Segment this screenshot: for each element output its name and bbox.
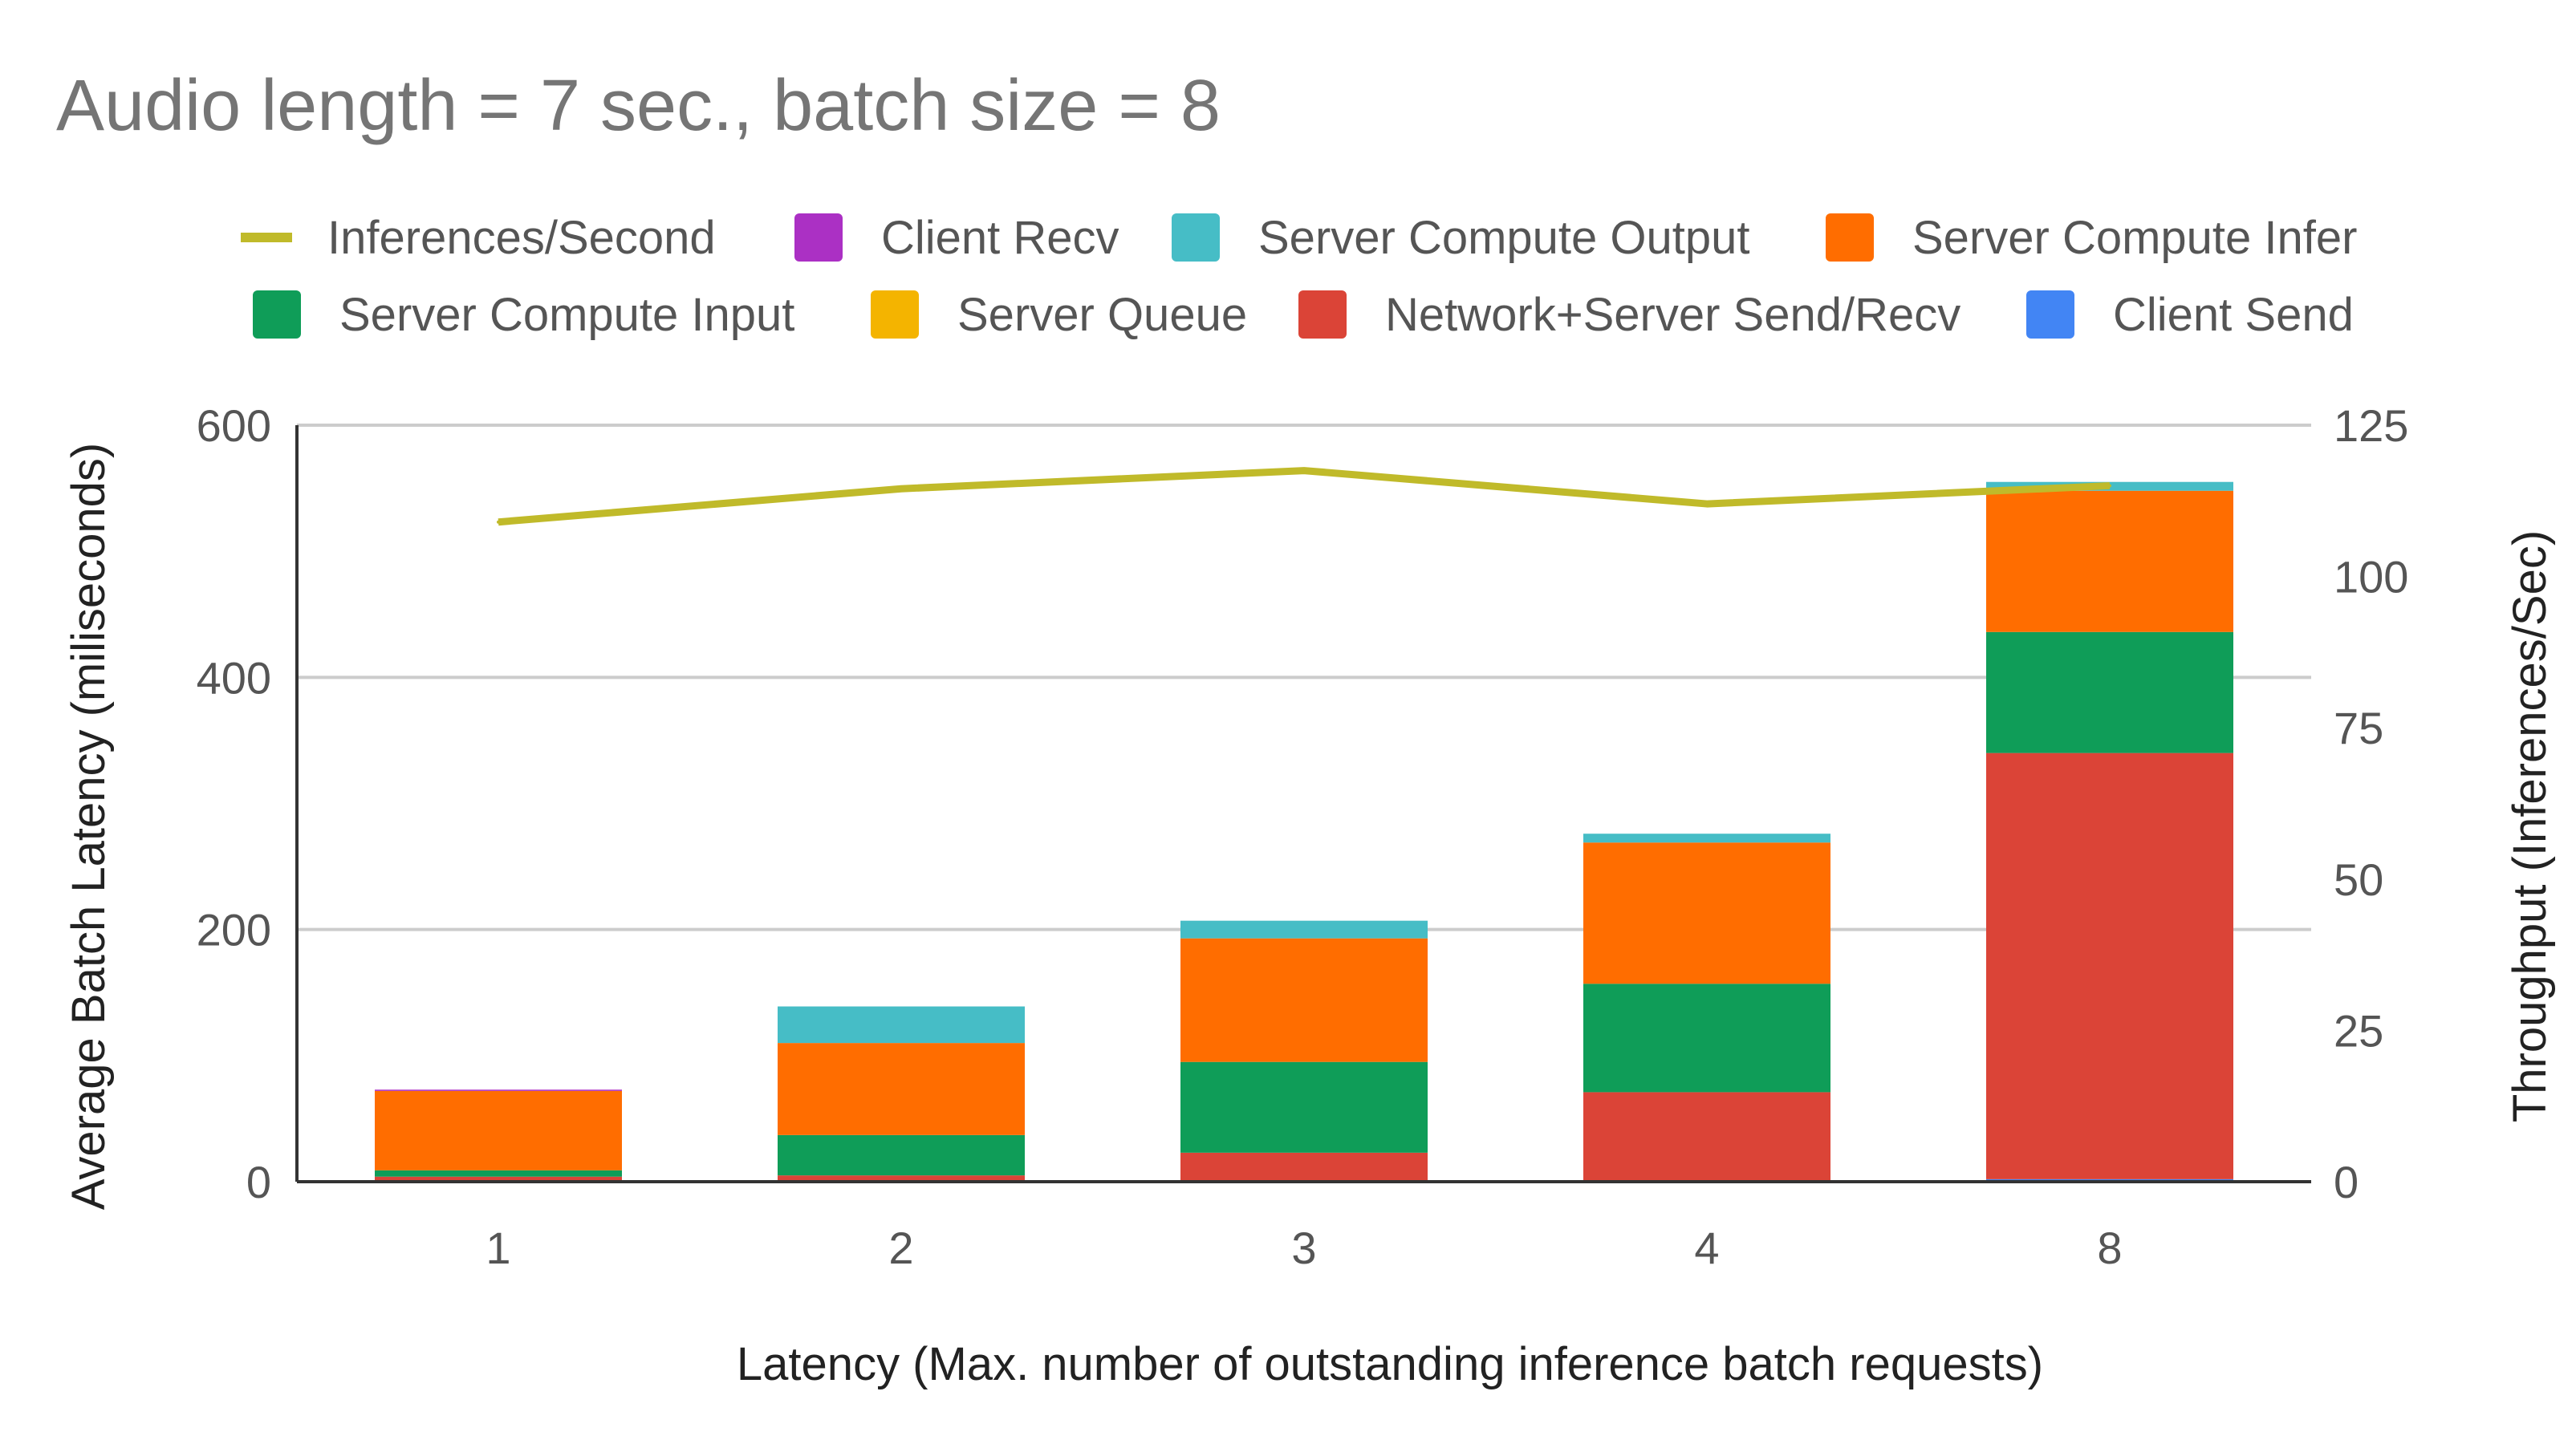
bar-segment-network-server-send-recv [1986, 753, 2233, 1179]
x-tick-label: 8 [2097, 1223, 2122, 1273]
bar-segment-server-compute-input [1583, 984, 1830, 1093]
bar-segment-network-server-send-recv [375, 1176, 622, 1181]
y2-axis-title: Throughput (Inferences/Sec) [2504, 530, 2556, 1122]
legend-swatch-network-server-send-recv [1298, 290, 1347, 339]
bar-segment-server-compute-infer [1180, 938, 1428, 1062]
legend-swatch-client-send [2026, 290, 2074, 339]
y2-tick-label: 50 [2334, 854, 2383, 905]
y2-tick-label: 125 [2334, 400, 2408, 451]
y-axis-title: Average Batch Latency (miliseconds) [63, 443, 115, 1210]
legend-label: Server Compute Input [339, 289, 794, 341]
legend-label: Server Compute Output [1258, 212, 1750, 264]
line-point [2108, 484, 2111, 488]
bar-segment-network-server-send-recv [1583, 1092, 1830, 1181]
x-tick-label: 1 [486, 1223, 510, 1273]
chart-title: Audio length = 7 sec., batch size = 8 [56, 66, 1221, 146]
bar-segment-server-compute-input [1986, 631, 2233, 753]
y-tick-label: 600 [197, 400, 271, 451]
bar-segment-server-compute-infer [1986, 490, 2233, 632]
line-point [497, 520, 500, 524]
legend-label: Client Send [2113, 289, 2354, 341]
legend-label: Inferences/Second [327, 212, 716, 264]
bar-segment-server-compute-output [1180, 920, 1428, 939]
y2-tick-label: 100 [2334, 552, 2408, 602]
bars [375, 481, 2233, 1182]
bar-segment-server-compute-infer [1583, 842, 1830, 984]
axes: 0 200 400 600 0 25 50 75 100 125 1 2 3 4 8 [197, 400, 2409, 1273]
legend-swatch-server-compute-input [253, 290, 301, 339]
line-point [1302, 469, 1306, 473]
bar-segment-server-compute-output [1583, 834, 1830, 843]
x-tick-label: 2 [888, 1223, 913, 1273]
bar-segment-client-recv [375, 1089, 622, 1091]
bar-segment-server-compute-infer [778, 1043, 1025, 1135]
bar-segment-network-server-send-recv [1180, 1152, 1428, 1181]
legend-swatch-client-recv [794, 213, 843, 262]
legend-label: Network+Server Send/Recv [1385, 289, 1960, 341]
bar-segment-server-compute-input [375, 1170, 622, 1177]
bar-segment-server-compute-output [778, 1006, 1025, 1044]
line-inferences-second [498, 467, 2111, 526]
y-tick-label: 0 [246, 1157, 271, 1207]
line-point [1705, 502, 1709, 506]
x-tick-label: 3 [1291, 1223, 1316, 1273]
legend-swatch-inferences-second [241, 233, 292, 242]
bar-segment-network-server-send-recv [778, 1175, 1025, 1181]
legend-label: Server Queue [957, 289, 1247, 341]
y2-tick-label: 0 [2334, 1157, 2359, 1207]
bar-segment-server-compute-input [778, 1134, 1025, 1176]
legend-swatch-server-compute-output [1172, 213, 1220, 262]
legend-swatch-server-queue [871, 290, 919, 339]
x-tick-label: 4 [1694, 1223, 1719, 1273]
line-point [900, 487, 903, 491]
legend-label: Server Compute Infer [1912, 212, 2357, 264]
legend: Inferences/Second Client Recv Server Compu… [241, 212, 2357, 341]
x-axis-title: Latency (Max. number of outstanding infe… [737, 1338, 2043, 1390]
legend-label: Client Recv [881, 212, 1119, 264]
throughput-line [497, 467, 2111, 526]
y2-tick-label: 25 [2334, 1005, 2383, 1056]
y2-tick-label: 75 [2334, 703, 2383, 753]
y-tick-label: 400 [197, 652, 271, 703]
bar-segment-server-compute-input [1180, 1061, 1428, 1153]
legend-swatch-server-compute-infer [1826, 213, 1874, 262]
bar-segment-server-compute-infer [375, 1090, 622, 1170]
y-tick-label: 200 [197, 905, 271, 955]
